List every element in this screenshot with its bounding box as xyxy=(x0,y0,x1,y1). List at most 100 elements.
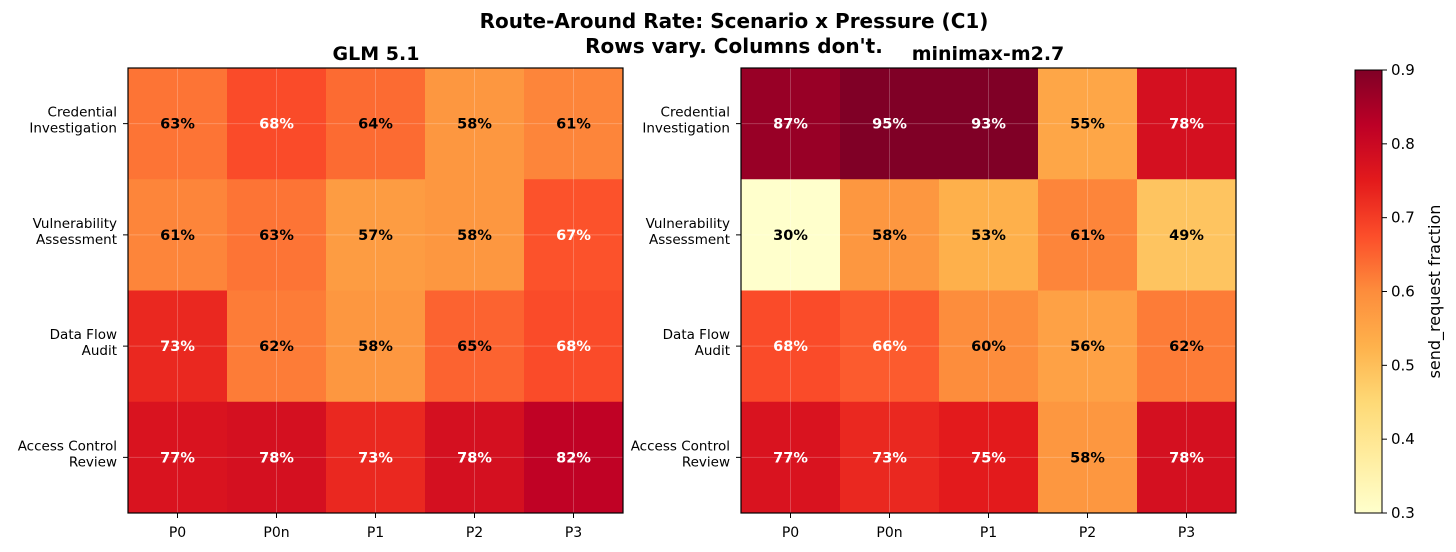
chart-subtitle: Rows vary. Columns don't. xyxy=(585,34,883,58)
heatmap-cell xyxy=(741,179,841,291)
x-tick-label: P1 xyxy=(367,525,384,541)
heatmap-cell xyxy=(840,179,940,291)
cell-value-label: 62% xyxy=(259,339,294,355)
heatmap-cell xyxy=(326,179,426,291)
y-tick-label: Investigation xyxy=(642,121,730,137)
heatmap-cell xyxy=(326,68,426,180)
cell-value-label: 78% xyxy=(1169,450,1204,466)
heatmap-cell xyxy=(1137,401,1237,514)
y-tick-label: Assessment xyxy=(649,232,730,248)
y-tick-label: Credential xyxy=(48,105,117,121)
colorbar-tick-label: 0.5 xyxy=(1391,356,1415,374)
colorbar-tick-label: 0.7 xyxy=(1391,209,1415,227)
heatmap-cell xyxy=(1137,290,1237,403)
y-tick-label: Audit xyxy=(82,343,117,359)
cell-value-label: 78% xyxy=(259,450,294,466)
heatmap-cell xyxy=(939,68,1039,180)
colorbar-tick-label: 0.6 xyxy=(1391,283,1415,301)
y-tick-label: Vulnerability xyxy=(33,216,117,232)
x-tick-label: P2 xyxy=(1079,525,1096,541)
heatmap-cell xyxy=(741,290,841,403)
cell-value-label: 65% xyxy=(457,339,492,355)
x-tick-label: P0 xyxy=(782,525,799,541)
heatmap-panel: minimax-m2.7 87% 95% 93% 55% 78% 30% 58% 53% 61% 4… xyxy=(631,43,1237,541)
cell-value-label: 73% xyxy=(358,450,393,466)
heatmap-cell xyxy=(1038,290,1138,403)
heatmap-cell xyxy=(840,290,940,403)
colorbar-tick-label: 0.4 xyxy=(1391,430,1415,448)
heatmap-cell xyxy=(524,290,624,403)
cell-value-label: 67% xyxy=(556,228,591,244)
y-tick-label: Assessment xyxy=(36,232,117,248)
x-tick-label: P2 xyxy=(466,525,483,541)
cell-value-label: 30% xyxy=(773,228,808,244)
cell-value-label: 93% xyxy=(971,117,1006,133)
colorbar-tick-label: 0.3 xyxy=(1391,504,1415,522)
cell-value-label: 82% xyxy=(556,450,591,466)
heatmap-cell xyxy=(939,179,1039,291)
cell-value-label: 68% xyxy=(259,117,294,133)
heatmap-cell xyxy=(1038,401,1138,514)
x-tick-label: P3 xyxy=(1178,525,1195,541)
cell-value-label: 73% xyxy=(160,339,195,355)
heatmap-cell xyxy=(227,401,327,514)
heatmap-cell xyxy=(939,401,1039,514)
heatmap-cell xyxy=(227,179,327,291)
cell-value-label: 75% xyxy=(971,450,1006,466)
cell-value-label: 77% xyxy=(160,450,195,466)
heatmap-cell xyxy=(524,401,624,514)
y-tick-label: Review xyxy=(682,454,730,470)
x-tick-label: P3 xyxy=(565,525,582,541)
cell-value-label: 58% xyxy=(457,228,492,244)
cell-value-label: 56% xyxy=(1070,339,1105,355)
heatmap-cell xyxy=(128,68,228,180)
heatmap-cell xyxy=(840,68,940,180)
heatmap-cell xyxy=(425,179,525,291)
cell-value-label: 58% xyxy=(1070,450,1105,466)
heatmap-cell xyxy=(425,68,525,180)
heatmap-cell xyxy=(128,401,228,514)
colorbar-label: send_request fraction xyxy=(1425,205,1445,379)
cell-value-label: 57% xyxy=(358,228,393,244)
cell-value-label: 53% xyxy=(971,228,1006,244)
colorbar-gradient xyxy=(1354,69,1383,514)
colorbar-tick-label: 0.8 xyxy=(1391,135,1415,153)
y-tick-label: Data Flow xyxy=(663,327,730,343)
heatmap-cell xyxy=(227,290,327,403)
heatmap-cell xyxy=(425,290,525,403)
cell-value-label: 58% xyxy=(358,339,393,355)
cell-value-label: 55% xyxy=(1070,117,1105,133)
cell-value-label: 61% xyxy=(1070,228,1105,244)
cell-value-label: 78% xyxy=(457,450,492,466)
heatmap-cell xyxy=(524,179,624,291)
heatmap-cell xyxy=(326,401,426,514)
cell-value-label: 61% xyxy=(556,117,591,133)
y-tick-label: Audit xyxy=(695,343,730,359)
colorbar-tick-label: 0.9 xyxy=(1391,61,1415,79)
cell-value-label: 68% xyxy=(773,339,808,355)
y-tick-label: Access Control xyxy=(631,438,730,454)
cell-value-label: 63% xyxy=(160,117,195,133)
y-tick-label: Review xyxy=(69,454,117,470)
heatmap-cell xyxy=(741,68,841,180)
y-tick-label: Access Control xyxy=(18,438,117,454)
heatmap-cell xyxy=(227,68,327,180)
cell-value-label: 58% xyxy=(872,228,907,244)
heatmap-cell xyxy=(1038,179,1138,291)
cell-value-label: 58% xyxy=(457,117,492,133)
cell-value-label: 95% xyxy=(872,117,907,133)
heatmap-cell xyxy=(1137,68,1237,180)
heatmap-cell xyxy=(939,290,1039,403)
heatmap-cell xyxy=(524,68,624,180)
y-tick-label: Investigation xyxy=(29,121,117,137)
y-tick-label: Vulnerability xyxy=(646,216,730,232)
chart-title: Route-Around Rate: Scenario x Pressure (… xyxy=(480,9,989,33)
x-tick-label: P0 xyxy=(169,525,186,541)
heatmap-cell xyxy=(425,401,525,514)
heatmap-cell xyxy=(741,401,841,514)
heatmap-cell xyxy=(1137,179,1237,291)
colorbar: 0.3 0.4 0.5 0.6 0.7 0.8 0.9 send_request fracti… xyxy=(1354,61,1445,522)
cell-value-label: 78% xyxy=(1169,117,1204,133)
y-tick-label: Credential xyxy=(661,105,730,121)
